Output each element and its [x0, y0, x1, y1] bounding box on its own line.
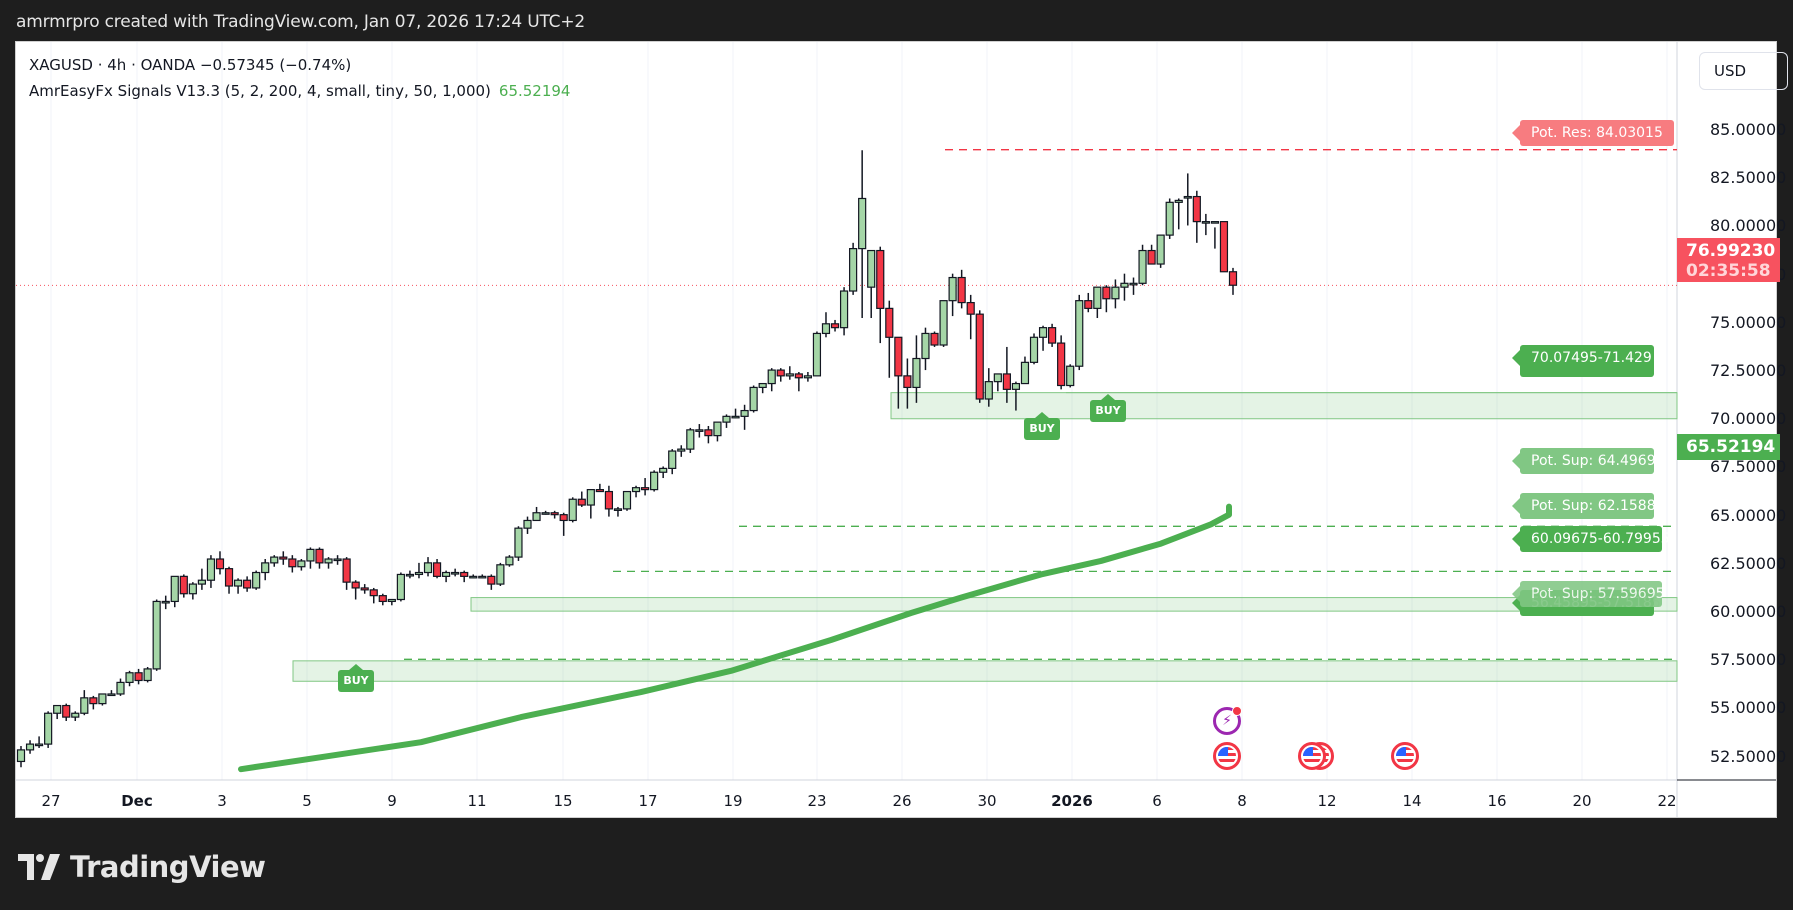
buy-signal[interactable]: BUY — [1024, 412, 1060, 440]
time-axis-label: 30 — [977, 792, 997, 810]
price-axis-label: 70.00000 — [1710, 409, 1787, 429]
buy-signal[interactable]: BUY — [338, 664, 374, 692]
support-label-62: Pot. Sup: 62.1588 — [1512, 493, 1656, 519]
zone-label-60: 60.09675-60.79955 — [1512, 526, 1670, 552]
last-price: 76.99230 — [1686, 241, 1776, 261]
time-axis-label: 27 — [41, 792, 61, 810]
time-axis-label: 11 — [467, 792, 487, 810]
ma-price-tag: 65.52194 — [1677, 434, 1780, 460]
tradingview-logo-icon — [18, 854, 60, 880]
brand-name: TradingView — [70, 850, 266, 884]
time-axis-label: 8 — [1237, 792, 1247, 810]
indicator-value: 65.52194 — [498, 82, 571, 100]
chart-legend: XAGUSD · 4h · OANDA −0.57345 (−0.74%) Am… — [29, 52, 570, 104]
indicator-info[interactable]: AmrEasyFx Signals V13.3 (5, 2, 200, 4, s… — [29, 78, 570, 104]
time-axis-label: 9 — [387, 792, 397, 810]
symbol-info[interactable]: XAGUSD · 4h · OANDA −0.57345 (−0.74%) — [29, 56, 352, 74]
us-flag-event-icon[interactable] — [1391, 742, 1419, 770]
snapshot-title: amrmrpro created with TradingView.com, J… — [16, 12, 586, 32]
time-axis-label: 3 — [217, 792, 227, 810]
bar-countdown: 02:35:58 — [1686, 261, 1771, 281]
time-axis-label: 26 — [892, 792, 912, 810]
tradingview-logo: TradingView — [18, 850, 266, 884]
economic-event-bolt-icon[interactable]: ⚡ — [1213, 706, 1242, 735]
price-axis-label: 85.00000 — [1710, 120, 1787, 139]
price-axis-label: 72.50000 — [1710, 361, 1787, 380]
resistance-label: Pot. Res: 84.03015 — [1512, 120, 1674, 146]
price-axis-label: 60.00000 — [1710, 602, 1787, 621]
time-axis-label: 16 — [1487, 792, 1507, 810]
price-axis-label: 57.50000 — [1710, 650, 1787, 670]
us-flag-event-icon[interactable] — [1213, 742, 1241, 770]
time-axis-label: 17 — [638, 792, 658, 810]
time-axis-label: 14 — [1402, 792, 1422, 810]
price-axis-label: 65.00000 — [1710, 505, 1787, 525]
buy-signal[interactable]: BUY — [1090, 394, 1126, 422]
price-axis-label: 80.00000 — [1710, 216, 1787, 236]
time-axis-label: Dec — [121, 792, 153, 810]
chart-panel[interactable]: XAGUSD · 4h · OANDA −0.57345 (−0.74%) Am… — [15, 41, 1788, 818]
price-axis-label: 55.00000 — [1710, 698, 1787, 718]
price-axis-label: 75.00000 — [1710, 312, 1787, 332]
time-axis-label: 23 — [807, 792, 827, 810]
time-axis-label: 15 — [553, 792, 573, 810]
support-label-64: Pot. Sup: 64.4969 — [1512, 448, 1656, 474]
price-axis-label: 52.50000 — [1710, 746, 1787, 766]
time-axis-label: 22 — [1657, 792, 1677, 810]
candlestick-chart[interactable] — [16, 42, 1776, 817]
price-axis-label: 62.50000 — [1710, 553, 1787, 573]
time-axis-label: 5 — [302, 792, 312, 810]
notification-dot — [1232, 706, 1242, 716]
time-axis-label: 19 — [723, 792, 743, 810]
us-flag-event-icon[interactable] — [1298, 742, 1326, 770]
top-bar: amrmrpro created with TradingView.com, J… — [0, 0, 1793, 40]
zone-label-70: 70.07495-71.429 — [1512, 345, 1654, 377]
support-label-57: Pot. Sup: 57.59695 — [1512, 581, 1665, 607]
time-axis-label: 20 — [1572, 792, 1592, 810]
indicator-name: AmrEasyFx Signals V13.3 (5, 2, 200, 4, s… — [29, 82, 491, 100]
last-price-tag: 76.99230 02:35:58 — [1677, 238, 1780, 282]
price-axis-label: 82.50000 — [1710, 168, 1787, 188]
price-axis-label: 67.50000 — [1710, 457, 1787, 477]
time-axis-label: 6 — [1152, 792, 1162, 810]
time-axis-label: 12 — [1317, 792, 1337, 810]
time-axis-label: 2026 — [1051, 792, 1093, 810]
currency-button[interactable]: USD — [1699, 52, 1788, 90]
